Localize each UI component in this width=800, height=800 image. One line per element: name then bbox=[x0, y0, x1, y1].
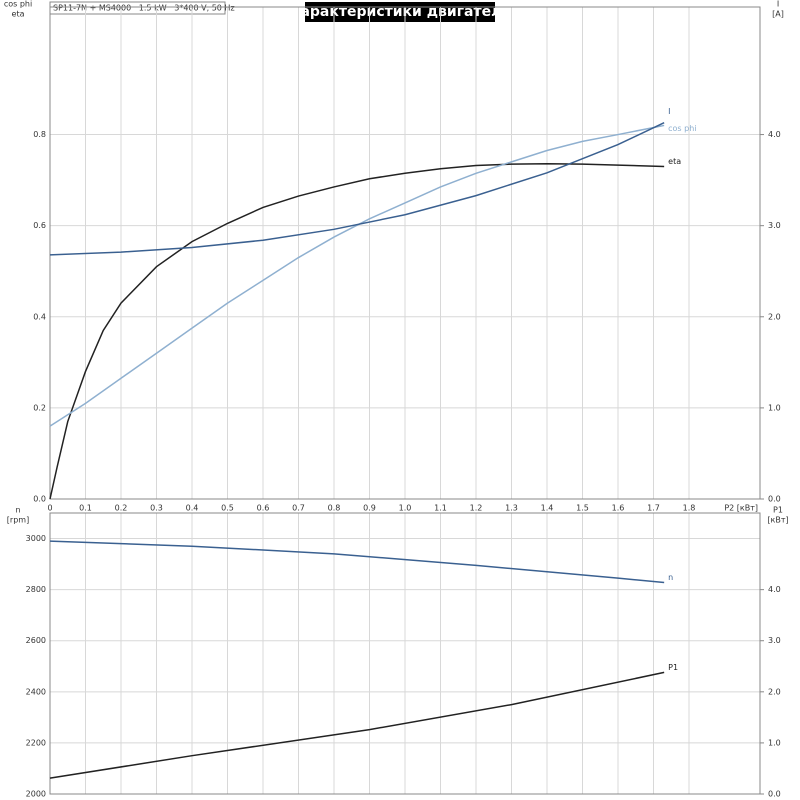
plot-frame bbox=[49, 512, 761, 795]
y-tick-label: 2800 bbox=[26, 585, 46, 594]
series-line bbox=[49, 122, 665, 256]
y2-tick-label: 3.0 bbox=[768, 636, 781, 645]
series-line bbox=[49, 162, 665, 500]
series-label: n bbox=[668, 573, 673, 582]
series-line bbox=[49, 671, 665, 779]
x-tick-label: 1.4 bbox=[541, 504, 554, 513]
y2-tick-label: 0.0 bbox=[768, 790, 781, 799]
x-tick-label: 1.8 bbox=[683, 504, 696, 513]
y2-tick-label: 3.0 bbox=[768, 221, 781, 230]
y2-tick-label: 1.0 bbox=[768, 738, 781, 747]
x-tick-label: 0.3 bbox=[150, 504, 163, 513]
y-axis-label: eta bbox=[12, 10, 25, 19]
series-line bbox=[49, 124, 665, 427]
series-label: eta bbox=[668, 157, 681, 166]
y-tick-label: 3000 bbox=[26, 534, 46, 543]
y-tick-label: 0.4 bbox=[33, 312, 46, 321]
x-tick-label: 0 bbox=[47, 504, 52, 513]
y2-tick-label: 4.0 bbox=[768, 585, 781, 594]
x-axis-label: P2 [кВт] bbox=[724, 504, 758, 513]
y2-tick-label: 0.0 bbox=[768, 495, 781, 504]
x-tick-label: 1.1 bbox=[434, 504, 447, 513]
y-tick-label: 2000 bbox=[26, 790, 46, 799]
series-label: I bbox=[668, 107, 670, 116]
x-tick-label: 1.0 bbox=[399, 504, 412, 513]
x-tick-label: 1.3 bbox=[505, 504, 518, 513]
y2-tick-label: 2.0 bbox=[768, 312, 781, 321]
y2-tick-label: 2.0 bbox=[768, 687, 781, 696]
x-tick-label: 1.6 bbox=[612, 504, 625, 513]
y2-tick-label: 1.0 bbox=[768, 403, 781, 412]
y-axis-label: [rpm] bbox=[7, 516, 29, 525]
series-line bbox=[49, 540, 665, 584]
y-tick-label: 0.2 bbox=[33, 403, 46, 412]
y-tick-label: 2200 bbox=[26, 738, 46, 747]
x-tick-label: 0.9 bbox=[363, 504, 376, 513]
x-tick-label: 0.2 bbox=[115, 504, 128, 513]
y-tick-label: 0.0 bbox=[33, 495, 46, 504]
x-tick-label: 1.7 bbox=[647, 504, 660, 513]
x-tick-label: 0.4 bbox=[186, 504, 199, 513]
x-tick-label: 0.5 bbox=[221, 504, 234, 513]
subtitle: SP11-7N + MS4000 1.5 kW 3*400 V, 50 Hz bbox=[53, 4, 235, 13]
x-tick-label: 1.5 bbox=[576, 504, 589, 513]
y2-axis-label: [кВт] bbox=[767, 516, 788, 525]
series-label: cos phi bbox=[668, 124, 696, 133]
x-tick-label: 0.8 bbox=[328, 504, 341, 513]
x-tick-label: 1.2 bbox=[470, 504, 483, 513]
y-tick-label: 2400 bbox=[26, 687, 46, 696]
y2-axis-label: [A] bbox=[772, 10, 784, 19]
x-tick-label: 0.7 bbox=[292, 504, 305, 513]
y2-axis-label: I bbox=[777, 0, 779, 9]
y2-tick-label: 4.0 bbox=[768, 130, 781, 139]
y-tick-label: 2600 bbox=[26, 636, 46, 645]
y-tick-label: 0.6 bbox=[33, 221, 46, 230]
chart-title: Характеристики двигателя bbox=[290, 4, 511, 20]
x-tick-label: 0.1 bbox=[79, 504, 92, 513]
y-tick-label: 0.8 bbox=[33, 130, 46, 139]
x-tick-label: 0.6 bbox=[257, 504, 270, 513]
plot-frame bbox=[49, 6, 761, 500]
y-axis-label: cos phi bbox=[4, 0, 32, 9]
y2-axis-label: P1 bbox=[773, 506, 783, 515]
series-label: P1 bbox=[668, 663, 678, 672]
y-axis-label: n bbox=[15, 506, 20, 515]
